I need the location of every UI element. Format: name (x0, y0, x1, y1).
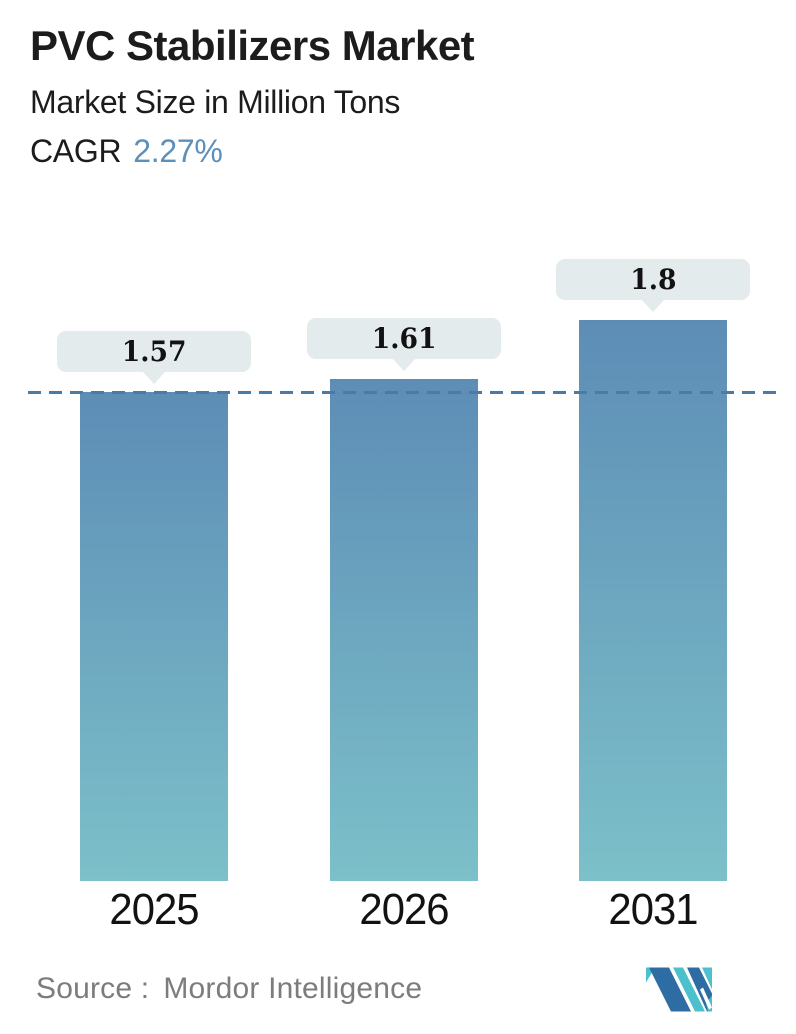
bar-group-2031: 1.8 (556, 191, 750, 881)
callout-pointer-2026 (392, 358, 416, 371)
chart-header: PVC Stabilizers Market Market Size in Mi… (30, 22, 770, 170)
value-label-2025: 1.57 (121, 335, 187, 368)
source-label: Source : (36, 972, 150, 1005)
value-callout-2031: 1.8 (556, 259, 750, 300)
bar-group-2026: 1.61 (307, 191, 501, 881)
bar-group-2025: 1.57 (57, 191, 251, 881)
baseline-dashed-line (28, 391, 783, 394)
value-callout-2026: 1.61 (307, 318, 501, 359)
source-name: Mordor Intelligence (163, 972, 423, 1005)
source-attribution: Source : Mordor Intelligence (36, 972, 422, 1006)
page-title: PVC Stabilizers Market (30, 22, 475, 69)
value-label-2026: 1.61 (371, 322, 437, 355)
callout-pointer-2031 (641, 299, 665, 312)
cagr-line: CAGR 2.27% (30, 133, 770, 170)
chart-footer: Source : Mordor Intelligence (0, 962, 796, 1022)
bar-2031 (579, 320, 727, 881)
cagr-label: CAGR (30, 133, 122, 170)
bar-2025 (80, 392, 228, 881)
chart-subtitle: Market Size in Million Tons (30, 84, 401, 121)
x-axis-label-2025: 2025 (109, 885, 199, 934)
x-axis-label-2026: 2026 (359, 885, 449, 934)
cagr-value: 2.27% (133, 133, 223, 170)
x-axis: 2025 2026 2031 (0, 884, 796, 936)
value-label-2031: 1.8 (629, 263, 677, 296)
value-callout-2025: 1.57 (57, 331, 251, 372)
callout-pointer-2025 (142, 371, 166, 384)
x-axis-label-2031: 2031 (608, 885, 698, 934)
mordor-intelligence-logo-icon (646, 967, 712, 1012)
bar-chart: 1.57 1.61 1.8 (0, 191, 796, 881)
bar-2026 (330, 379, 478, 881)
